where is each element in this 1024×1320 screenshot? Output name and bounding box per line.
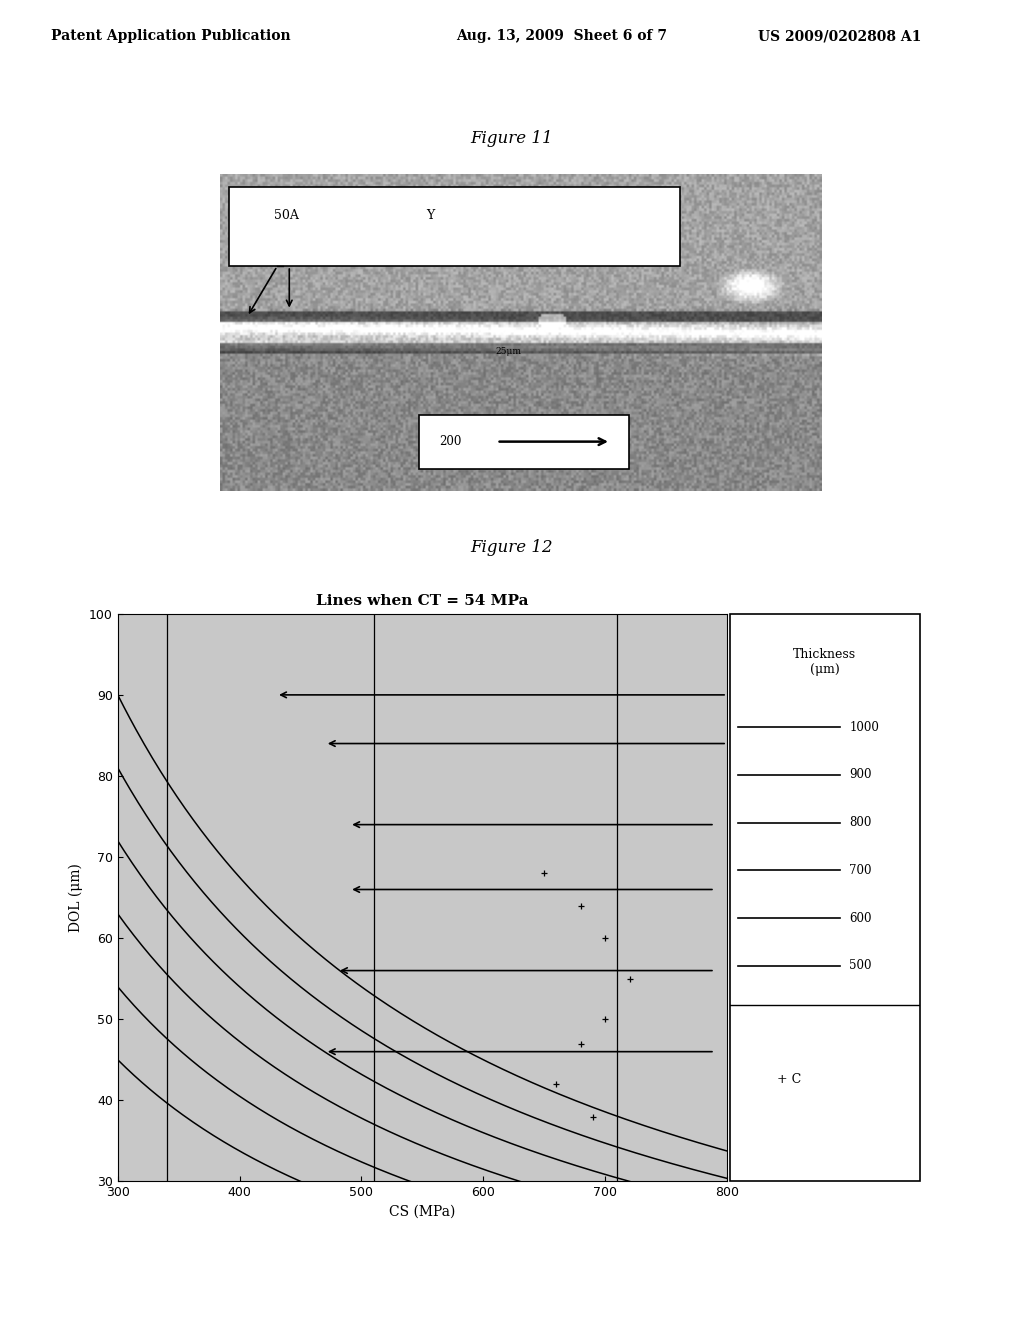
Text: Thickness
(μm): Thickness (μm)	[794, 648, 856, 676]
Text: 700: 700	[850, 863, 872, 876]
Point	[548, 1073, 564, 1094]
Text: 25μm: 25μm	[496, 347, 521, 356]
Bar	[229, 187, 680, 267]
Text: 900: 900	[850, 768, 872, 781]
Text: 800: 800	[850, 816, 871, 829]
Point	[537, 863, 553, 884]
Point	[572, 1034, 589, 1055]
Text: US 2009/0202808 A1: US 2009/0202808 A1	[758, 29, 922, 44]
Text: Aug. 13, 2009  Sheet 6 of 7: Aug. 13, 2009 Sheet 6 of 7	[457, 29, 668, 44]
Text: Y: Y	[426, 209, 434, 222]
Text: + C: + C	[777, 1073, 802, 1086]
Text: 1000: 1000	[850, 721, 880, 734]
Text: Figure 12: Figure 12	[471, 540, 553, 556]
Point	[585, 1106, 601, 1127]
Point	[597, 1008, 613, 1030]
Text: 600: 600	[850, 912, 872, 924]
Text: 50A: 50A	[273, 209, 299, 222]
Point	[597, 928, 613, 949]
Text: 200: 200	[439, 436, 462, 447]
Point	[572, 895, 589, 916]
Point	[622, 968, 638, 989]
Title: Lines when CT = 54 MPa: Lines when CT = 54 MPa	[316, 594, 528, 609]
Text: 500: 500	[850, 960, 872, 973]
Y-axis label: DOL (μm): DOL (μm)	[69, 863, 84, 932]
Bar	[419, 414, 629, 469]
Text: Figure 11: Figure 11	[471, 131, 553, 147]
Text: Patent Application Publication: Patent Application Publication	[51, 29, 291, 44]
X-axis label: CS (MPa): CS (MPa)	[389, 1205, 456, 1218]
